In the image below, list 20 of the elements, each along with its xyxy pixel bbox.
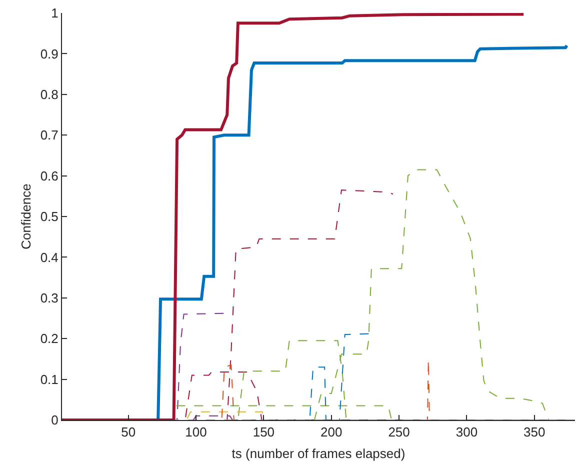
x-tick-label: 300 bbox=[456, 424, 478, 440]
y-tick-label: 0.4 bbox=[40, 250, 58, 265]
x-tick-label: 100 bbox=[185, 424, 207, 440]
y-tick-label: 0.9 bbox=[40, 46, 58, 62]
y-tick-label: 1 bbox=[51, 6, 58, 21]
x-axis-title: ts (number of frames elapsed) bbox=[232, 446, 406, 462]
x-tick-label: 250 bbox=[388, 424, 410, 440]
y-tick-label: 0 bbox=[51, 412, 58, 428]
y-tick-label: 0.7 bbox=[40, 128, 58, 143]
y-tick-label: 0.3 bbox=[40, 290, 58, 306]
x-tick-label: 350 bbox=[524, 424, 546, 440]
y-tick-label: 0.2 bbox=[40, 331, 58, 346]
y-tick-label: 0.5 bbox=[40, 209, 58, 224]
y-tick-label: 0.6 bbox=[40, 168, 58, 184]
x-tick-label: 150 bbox=[252, 424, 275, 440]
x-tick-label: 200 bbox=[320, 424, 342, 440]
y-axis-title: Confidence bbox=[18, 184, 34, 250]
y-tick-label: 0.1 bbox=[40, 372, 58, 387]
y-tick-label: 0.8 bbox=[40, 86, 58, 102]
x-tick-label: 50 bbox=[121, 424, 136, 440]
